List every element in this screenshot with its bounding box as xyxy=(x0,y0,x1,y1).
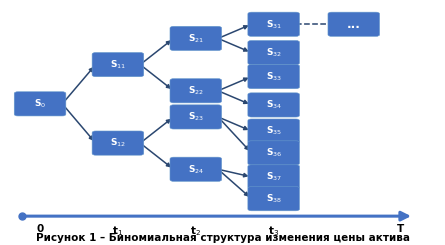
Text: S$_{37}$: S$_{37}$ xyxy=(266,171,282,183)
FancyBboxPatch shape xyxy=(92,131,144,155)
Text: 0: 0 xyxy=(36,224,44,234)
FancyBboxPatch shape xyxy=(170,105,222,129)
Text: S$_0$: S$_0$ xyxy=(34,98,46,110)
Text: S$_{33}$: S$_{33}$ xyxy=(266,70,282,83)
FancyBboxPatch shape xyxy=(170,157,222,181)
FancyBboxPatch shape xyxy=(248,119,299,143)
Text: S$_{38}$: S$_{38}$ xyxy=(266,192,282,205)
FancyBboxPatch shape xyxy=(92,52,144,77)
Text: S$_{35}$: S$_{35}$ xyxy=(266,125,282,137)
Text: S$_{22}$: S$_{22}$ xyxy=(188,85,204,97)
Text: Рисунок 1 – Биномиальная структура изменения цены актива: Рисунок 1 – Биномиальная структура измен… xyxy=(36,233,409,243)
FancyBboxPatch shape xyxy=(248,40,299,65)
FancyBboxPatch shape xyxy=(248,93,299,117)
Text: S$_{12}$: S$_{12}$ xyxy=(110,137,126,149)
Text: S$_{11}$: S$_{11}$ xyxy=(110,58,126,71)
FancyBboxPatch shape xyxy=(248,64,299,89)
Text: t$_1$: t$_1$ xyxy=(113,224,123,238)
FancyBboxPatch shape xyxy=(170,79,222,103)
FancyBboxPatch shape xyxy=(328,12,380,36)
Text: t$_3$: t$_3$ xyxy=(268,224,279,238)
FancyBboxPatch shape xyxy=(14,92,66,116)
Text: t$_2$: t$_2$ xyxy=(190,224,201,238)
Text: S$_{36}$: S$_{36}$ xyxy=(266,147,282,159)
Text: S$_{23}$: S$_{23}$ xyxy=(188,111,204,123)
FancyBboxPatch shape xyxy=(248,165,299,189)
Text: S$_{21}$: S$_{21}$ xyxy=(188,32,204,45)
FancyBboxPatch shape xyxy=(170,26,222,50)
Text: S$_{31}$: S$_{31}$ xyxy=(266,18,282,31)
Text: ...: ... xyxy=(347,18,361,31)
FancyBboxPatch shape xyxy=(248,12,299,36)
Text: T: T xyxy=(397,224,404,234)
FancyBboxPatch shape xyxy=(248,187,299,211)
Text: S$_{24}$: S$_{24}$ xyxy=(188,163,204,175)
Text: S$_{32}$: S$_{32}$ xyxy=(266,46,282,59)
Text: S$_{34}$: S$_{34}$ xyxy=(266,99,282,111)
FancyBboxPatch shape xyxy=(248,141,299,165)
